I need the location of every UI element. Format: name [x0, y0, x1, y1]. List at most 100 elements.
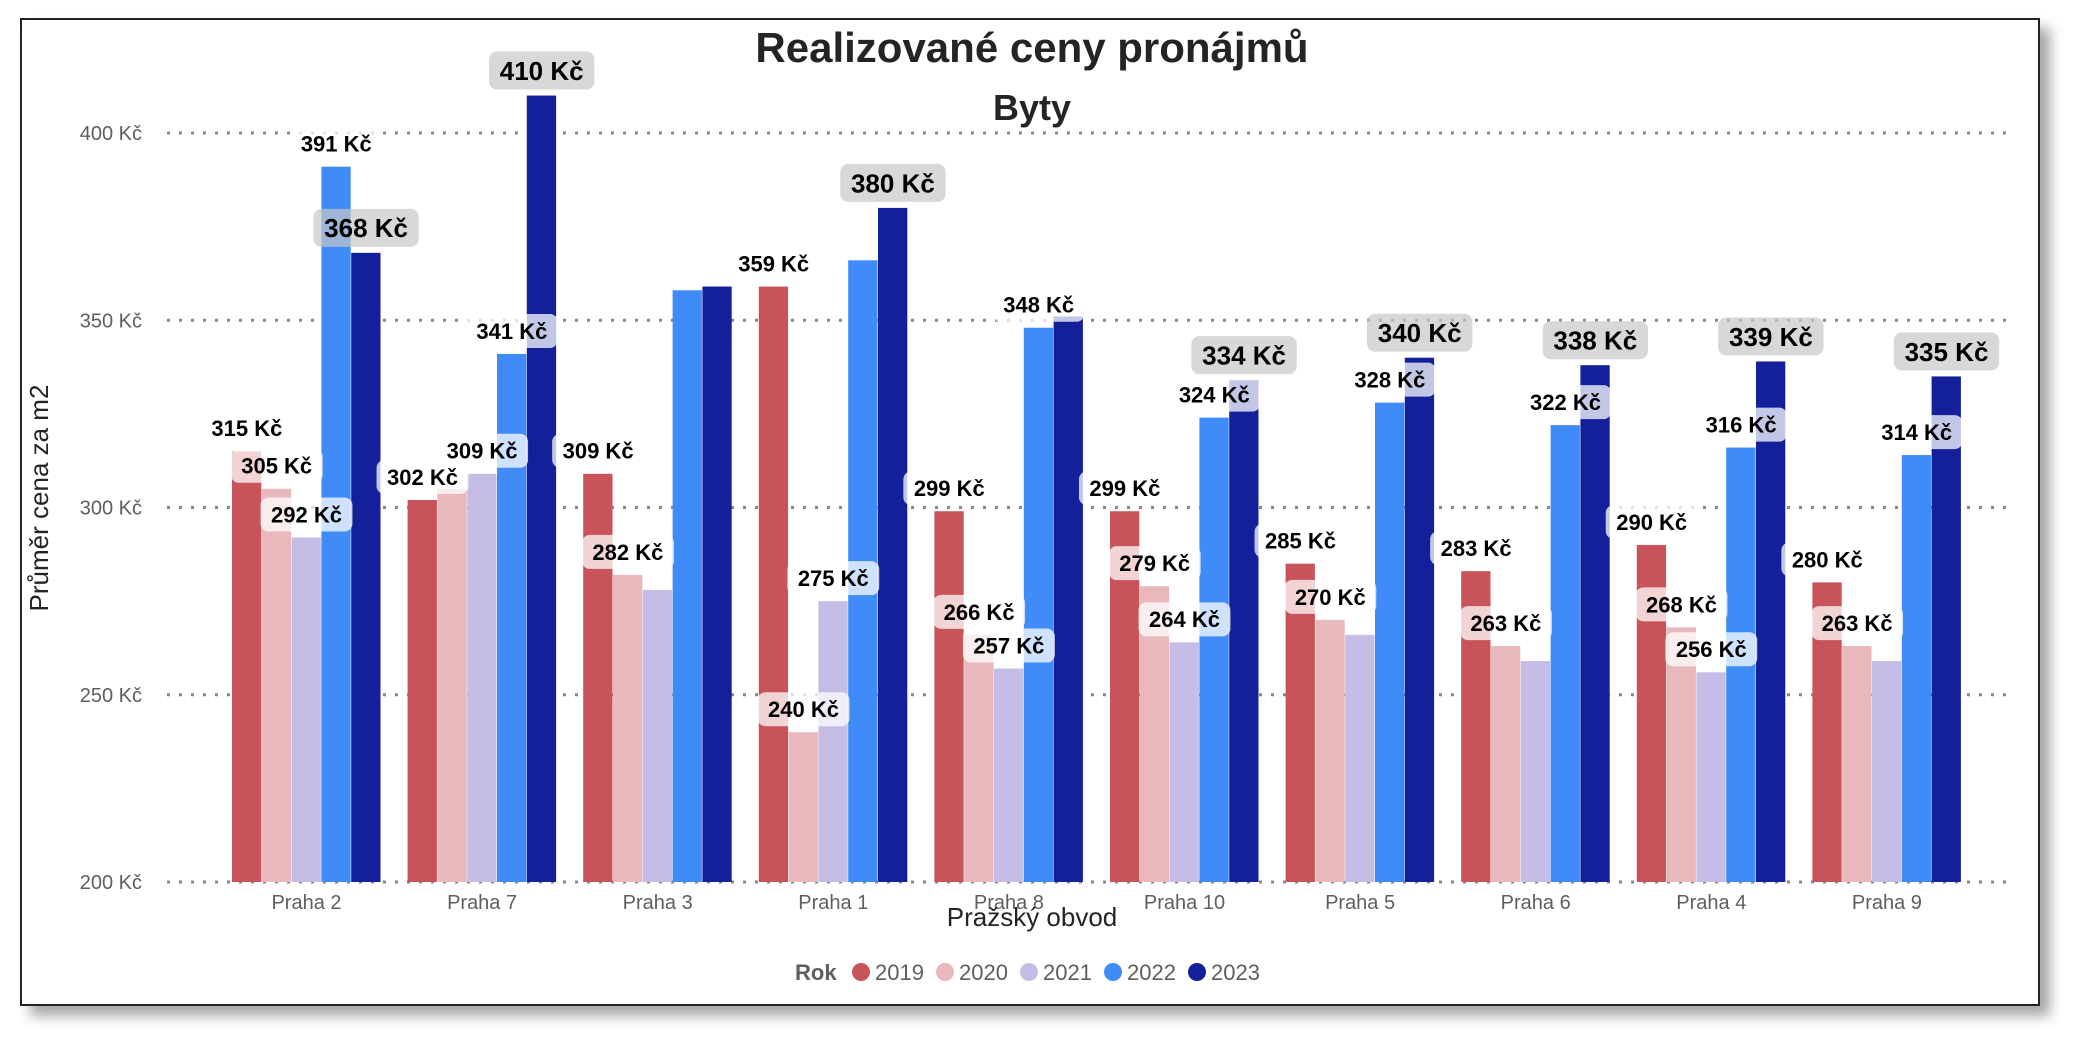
- bar-2020: [613, 574, 643, 882]
- data-label-bg: [787, 561, 880, 596]
- data-label-bg: [933, 594, 1026, 629]
- data-label-bg: [757, 692, 850, 727]
- bar-2022: [1550, 425, 1580, 882]
- data-label-bg: [1168, 377, 1261, 412]
- bar-chart: Realizované ceny pronájmů Byty 200 Kč 250…: [24, 24, 2014, 985]
- data-label: 359 Kč: [727, 246, 820, 281]
- data-label: 368 Kč: [313, 208, 419, 247]
- data-label: 338 Kč: [1542, 321, 1648, 360]
- bar-2021: [1345, 634, 1375, 882]
- chart-frame: Realizované ceny pronájmů Byty 200 Kč 250…: [20, 18, 2040, 1006]
- legend-item-2021[interactable]: 2021: [1020, 960, 1092, 985]
- legend-label: 2021: [1043, 960, 1092, 985]
- bar-2020: [788, 732, 818, 882]
- data-label-bg: [436, 433, 529, 468]
- x-tick-label: Praha 2: [271, 892, 341, 914]
- bar-2022: [497, 353, 527, 883]
- data-label-text: 275 Kč: [798, 566, 869, 591]
- data-label-bg: [962, 628, 1055, 663]
- data-label-text: 257 Kč: [973, 633, 1044, 658]
- data-label: 268 Kč: [1635, 587, 1728, 622]
- bar-2021: [467, 473, 497, 882]
- data-label-bg: [1811, 606, 1904, 641]
- data-label: 316 Kč: [1695, 407, 1788, 442]
- bar-2021: [291, 537, 321, 882]
- bar-2019: [407, 500, 437, 882]
- legend-label: 2020: [959, 960, 1008, 985]
- data-label-text: 334 Kč: [1202, 341, 1286, 371]
- data-label: 322 Kč: [1519, 385, 1612, 420]
- data-label-text: 292 Kč: [271, 502, 342, 527]
- x-tick-label: Praha 7: [447, 892, 517, 914]
- data-label-bg: [200, 411, 293, 446]
- data-label: 282 Kč: [581, 534, 674, 569]
- data-label-text: 309 Kč: [447, 439, 518, 464]
- data-label-text: 256 Kč: [1676, 637, 1747, 662]
- data-label-text: 380 Kč: [851, 168, 935, 198]
- data-label: 335 Kč: [1893, 332, 2000, 371]
- y-axis: 200 Kč 250 Kč 300 Kč 350 Kč 400 Kč: [80, 123, 142, 894]
- bar-2023: [878, 207, 908, 882]
- data-label-text: 322 Kč: [1530, 390, 1601, 415]
- data-label-text: 266 Kč: [944, 600, 1015, 625]
- data-label-text: 368 Kč: [324, 213, 408, 243]
- data-label-bg: [1542, 321, 1648, 360]
- data-label: 292 Kč: [260, 497, 353, 532]
- bar-2021: [1520, 661, 1551, 882]
- data-label: 328 Kč: [1343, 362, 1436, 397]
- data-label-text: 340 Kč: [1378, 318, 1462, 348]
- data-label-text: 299 Kč: [914, 476, 985, 501]
- data-label-text: 338 Kč: [1553, 326, 1637, 356]
- bar-2022: [1023, 327, 1054, 882]
- x-tick-label: Praha 1: [798, 892, 868, 914]
- data-label-bg: [1781, 542, 1874, 577]
- data-label-text: 314 Kč: [1881, 420, 1952, 445]
- data-label-text: 305 Kč: [241, 454, 312, 479]
- y-tick-label: 250 Kč: [80, 685, 142, 707]
- data-label-text: 309 Kč: [563, 439, 634, 464]
- data-label-text: 280 Kč: [1792, 547, 1863, 572]
- data-label-text: 391 Kč: [301, 132, 372, 157]
- data-label: 279 Kč: [1108, 546, 1201, 581]
- data-label-text: 348 Kč: [1003, 293, 1074, 318]
- data-label-bg: [230, 448, 323, 483]
- data-label-text: 339 Kč: [1729, 322, 1813, 352]
- data-label: 380 Kč: [840, 163, 946, 202]
- data-label-bg: [581, 534, 674, 569]
- legend-item-2019[interactable]: 2019: [852, 960, 924, 985]
- data-label: 324 Kč: [1168, 377, 1261, 412]
- data-label-bg: [1343, 362, 1436, 397]
- data-label-bg: [840, 163, 946, 202]
- bar-2023: [702, 286, 732, 882]
- data-label-bg: [1191, 336, 1297, 375]
- bar-2022: [1901, 455, 1932, 882]
- legend-marker: [1188, 963, 1206, 981]
- data-label-text: 324 Kč: [1179, 383, 1250, 408]
- legend-item-2023[interactable]: 2023: [1188, 960, 1260, 985]
- data-label-bg: [1430, 531, 1523, 566]
- data-label: 309 Kč: [436, 433, 529, 468]
- chart-subtitle: Byty: [993, 87, 1071, 128]
- data-label: 340 Kč: [1367, 313, 1473, 352]
- bar-2020: [261, 488, 292, 882]
- data-label: 275 Kč: [787, 561, 880, 596]
- data-label-bg: [465, 313, 558, 348]
- data-label: 302 Kč: [376, 460, 469, 495]
- legend-item-2020[interactable]: 2020: [936, 960, 1008, 985]
- data-label-bg: [1870, 415, 1963, 450]
- data-label: 339 Kč: [1718, 317, 1824, 356]
- x-axis: Praha 2 Praha 7 Praha 3 Praha 1 Praha 8 Praha…: [271, 892, 1921, 914]
- x-tick-label: Praha 8: [974, 892, 1044, 914]
- data-label: 391 Kč: [290, 126, 383, 161]
- bar-2020: [1315, 619, 1345, 882]
- data-label-bg: [1254, 523, 1347, 558]
- bar-2023: [1931, 376, 1961, 882]
- bar-2023: [526, 95, 557, 883]
- data-label-text: 268 Kč: [1646, 592, 1717, 617]
- legend-item-2022[interactable]: 2022: [1104, 960, 1176, 985]
- bar-2023: [351, 252, 381, 883]
- bar-2022: [1199, 417, 1229, 882]
- bar-2021: [1169, 642, 1199, 882]
- bars: [232, 95, 1961, 883]
